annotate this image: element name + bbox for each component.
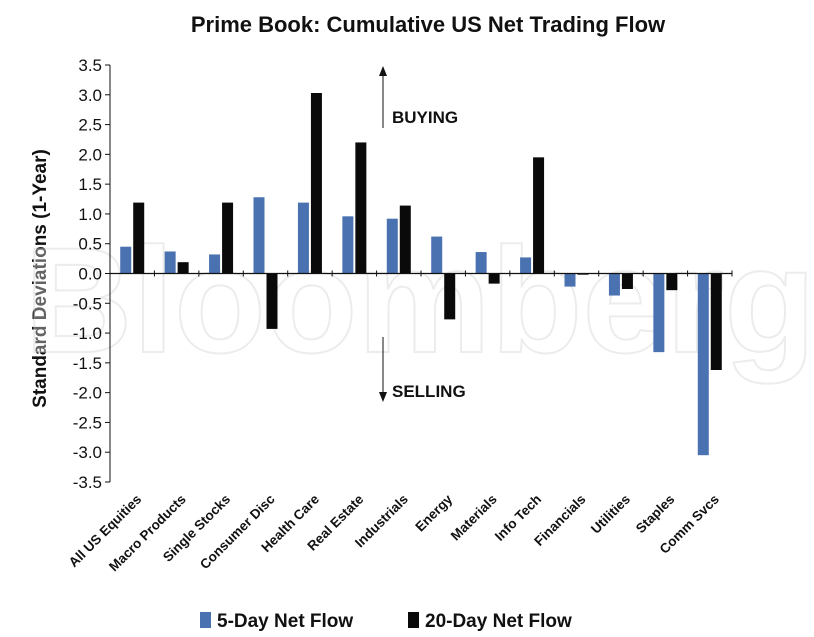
bar-5day-7 — [431, 236, 443, 274]
selling-label: SELLING — [392, 382, 466, 401]
buying-label: BUYING — [392, 108, 458, 127]
bar-20day-6 — [399, 205, 411, 274]
selling-arrow-head — [379, 392, 387, 402]
bar-5day-4 — [297, 202, 309, 274]
bar-5day-12 — [653, 273, 665, 353]
y-tick-label: 1.5 — [78, 175, 102, 194]
y-tick-label: 0.5 — [78, 235, 102, 254]
y-tick-label: -2.0 — [73, 384, 102, 403]
y-tick-label: -0.5 — [73, 294, 102, 313]
bar-20day-3 — [266, 273, 278, 329]
y-tick-label: 2.0 — [78, 145, 102, 164]
bar-20day-13 — [710, 273, 722, 371]
y-tick-label: 2.5 — [78, 116, 102, 135]
y-tick-label: -3.5 — [73, 473, 102, 492]
bar-20day-2 — [222, 202, 234, 274]
bar-5day-1 — [164, 251, 176, 274]
y-tick-label: 0.0 — [78, 265, 102, 284]
x-tick-label: Utilities — [588, 492, 633, 537]
y-tick-label: -3.0 — [73, 443, 102, 462]
annotations-layer: BUYING SELLING — [379, 66, 466, 402]
bar-5day-10 — [564, 273, 576, 287]
bar-20day-0 — [133, 202, 145, 274]
bar-5day-9 — [520, 257, 532, 274]
y-axis-label: Standard Deviations (1-Year) — [30, 149, 51, 408]
bar-5day-13 — [697, 273, 709, 456]
y-tick-label: -1.5 — [73, 354, 102, 373]
y-tick-label: -1.0 — [73, 324, 102, 343]
bar-5day-11 — [608, 273, 620, 296]
bar-20day-8 — [488, 273, 500, 284]
bar-20day-12 — [666, 273, 678, 291]
bar-20day-5 — [355, 142, 367, 274]
bar-5day-6 — [386, 218, 398, 274]
bar-5day-3 — [253, 197, 265, 274]
y-tick-label: 1.0 — [78, 205, 102, 224]
bar-5day-5 — [342, 216, 354, 274]
legend-swatch-5day — [200, 612, 211, 628]
bar-5day-0 — [120, 246, 132, 274]
legend: 5-Day Net Flow 20-Day Net Flow — [200, 611, 572, 632]
buying-arrow-head — [379, 66, 387, 76]
legend-label-20day: 20-Day Net Flow — [425, 611, 572, 632]
y-tick-label: -2.5 — [73, 413, 102, 432]
bar-20day-11 — [621, 273, 633, 289]
bloomberg-watermark: Bloomberg — [24, 216, 814, 384]
x-tick-label: Consumer Disc — [197, 491, 278, 572]
bars-layer — [120, 92, 722, 456]
x-tick-label: Energy — [412, 491, 455, 534]
legend-label-5day: 5-Day Net Flow — [217, 611, 353, 632]
legend-swatch-20day — [408, 612, 419, 628]
x-tick-label: Staples — [633, 492, 678, 537]
bar-5day-8 — [475, 252, 487, 274]
y-tick-label: 3.0 — [78, 86, 102, 105]
bar-20day-4 — [310, 92, 322, 274]
bar-5day-2 — [209, 254, 221, 274]
bar-20day-7 — [444, 273, 456, 320]
x-tick-label: Materials — [448, 492, 500, 544]
chart-title: Prime Book: Cumulative US Net Trading Fl… — [191, 12, 666, 37]
x-tick-label: Macro Products — [106, 492, 189, 575]
bar-20day-1 — [177, 262, 189, 274]
bar-20day-9 — [533, 157, 545, 274]
y-tick-label: 3.5 — [78, 56, 102, 75]
